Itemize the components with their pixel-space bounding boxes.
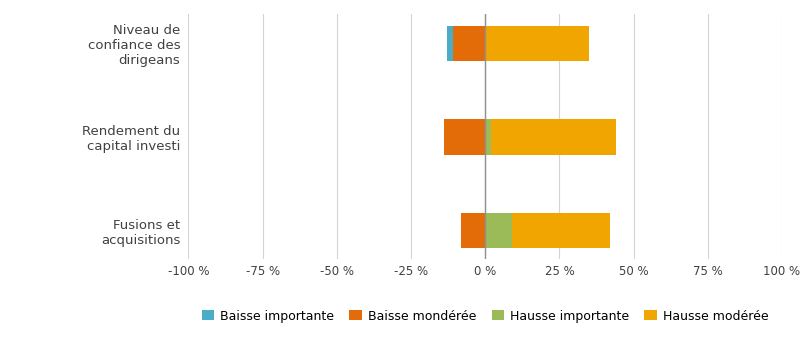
Bar [452, 26, 485, 61]
Bar [447, 26, 452, 61]
Bar [485, 119, 491, 154]
Bar [485, 212, 512, 248]
Bar [485, 26, 589, 61]
Legend: Baisse importante, Baisse mondérée, Hausse importante, Hausse modérée: Baisse importante, Baisse mondérée, Haus… [201, 310, 769, 323]
Bar [512, 212, 610, 248]
Bar [444, 119, 485, 154]
Bar [491, 119, 616, 154]
Bar [461, 212, 485, 248]
